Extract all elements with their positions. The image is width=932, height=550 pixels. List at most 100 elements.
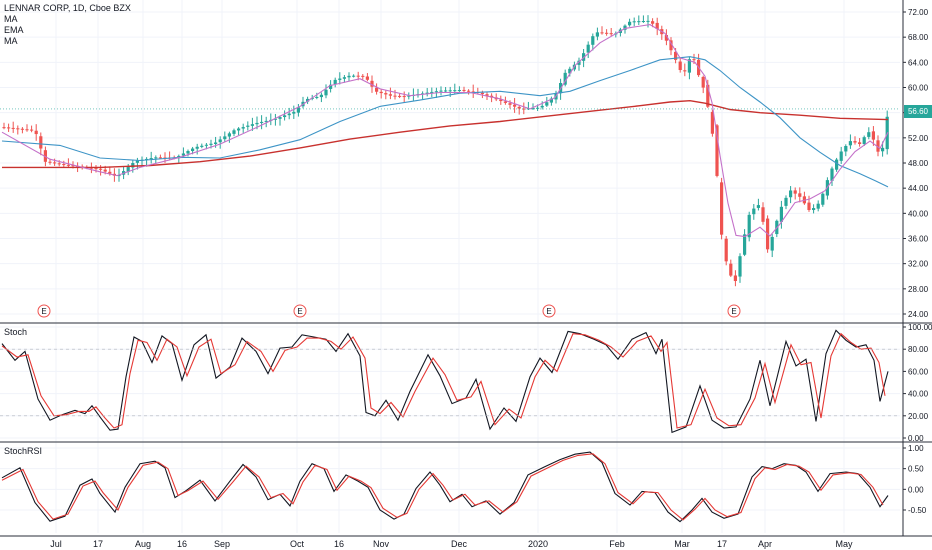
y-tick-label: 68.00 [908, 33, 929, 42]
candle-body [154, 157, 158, 159]
candle [264, 116, 268, 128]
candle [545, 96, 549, 107]
x-tick-label: Dec [451, 539, 468, 549]
stoch-title[interactable]: Stoch [4, 327, 28, 337]
stochrsi-title[interactable]: StochRSI [4, 446, 43, 456]
candle-body [881, 147, 885, 152]
candle-body [30, 129, 34, 131]
candle [683, 63, 687, 77]
stoch-pane[interactable] [0, 329, 900, 434]
earnings-marker[interactable]: E [293, 304, 307, 318]
candle-body [715, 125, 719, 176]
candle-body [278, 117, 282, 119]
candle-body [283, 115, 287, 118]
earnings-marker[interactable]: E [542, 304, 556, 318]
candle-body [296, 107, 300, 113]
candle-body [131, 163, 135, 168]
candle [338, 72, 342, 85]
candle [605, 29, 609, 36]
x-tick-label: Feb [609, 539, 625, 549]
candle [352, 74, 356, 78]
candle-body [522, 108, 526, 110]
candle-body [485, 94, 489, 96]
candle-body [66, 164, 70, 166]
candle-body [876, 140, 880, 152]
candle-body [7, 127, 11, 129]
x-tick-label: Mar [674, 539, 690, 549]
earnings-marker[interactable]: E [727, 304, 741, 318]
y-tick-label: 0.50 [908, 465, 924, 474]
candle-body [319, 94, 323, 98]
candle-body [347, 75, 351, 78]
candle-body [678, 61, 682, 71]
y-tick-label: 1.00 [908, 444, 924, 453]
candle-body [48, 161, 52, 163]
candle-body [223, 136, 227, 140]
candle-body [370, 80, 374, 87]
candle [858, 138, 862, 147]
y-tick-label: 52.00 [908, 134, 929, 143]
candle [237, 127, 241, 136]
candle [457, 86, 461, 92]
y-tick-label: 32.00 [908, 260, 929, 269]
candle-body [807, 202, 811, 210]
candle [499, 95, 503, 105]
x-tick-label: Sep [214, 539, 230, 549]
candle [471, 84, 475, 98]
candle-body [669, 40, 673, 51]
candle-body [577, 60, 581, 65]
candle [375, 83, 379, 95]
candle [370, 75, 374, 93]
ma50-line [1, 56, 889, 188]
candle-body [830, 168, 834, 181]
candle [770, 233, 774, 258]
stochrsi-legend: StochRSI [4, 446, 42, 457]
candle [158, 154, 162, 159]
candle-body [646, 20, 650, 22]
candle-body [53, 162, 57, 164]
x-tick-label: May [835, 539, 853, 549]
candle-body [333, 79, 337, 85]
candle [425, 87, 429, 97]
candle [34, 124, 38, 141]
candle-body [531, 108, 535, 110]
k-line [1, 329, 889, 434]
x-tick-label: 16 [334, 539, 344, 549]
candle [522, 102, 526, 115]
candle-body [839, 151, 843, 161]
candle-body [384, 93, 388, 95]
candle-body [62, 164, 66, 166]
price-pane[interactable] [0, 15, 900, 287]
candle [568, 66, 572, 77]
candle-body [126, 167, 130, 172]
candle-body [761, 207, 765, 222]
legend-ma[interactable]: MA [4, 14, 18, 24]
candle-body [237, 128, 241, 131]
y-tick-label: 64.00 [908, 58, 929, 67]
candle-body [273, 118, 277, 120]
candle [292, 105, 296, 119]
legend-ma2[interactable]: MA [4, 36, 18, 46]
legend-ema[interactable]: EMA [4, 25, 24, 35]
candle [319, 92, 323, 103]
candle-body [798, 193, 802, 197]
x-tick-label: Aug [135, 539, 151, 549]
stochrsi-pane[interactable] [1, 451, 889, 523]
candle-body [315, 96, 319, 98]
candle-body [241, 127, 245, 129]
candle-body [747, 214, 751, 238]
candle-body [756, 205, 760, 208]
candle-body [683, 70, 687, 72]
candle-body [181, 153, 185, 156]
earnings-marker[interactable]: E [37, 304, 51, 318]
candle [7, 123, 11, 132]
k-line [1, 451, 889, 523]
candle-body [862, 137, 866, 145]
candle-body [365, 76, 369, 80]
candle-body [255, 122, 259, 125]
candle [871, 126, 875, 146]
